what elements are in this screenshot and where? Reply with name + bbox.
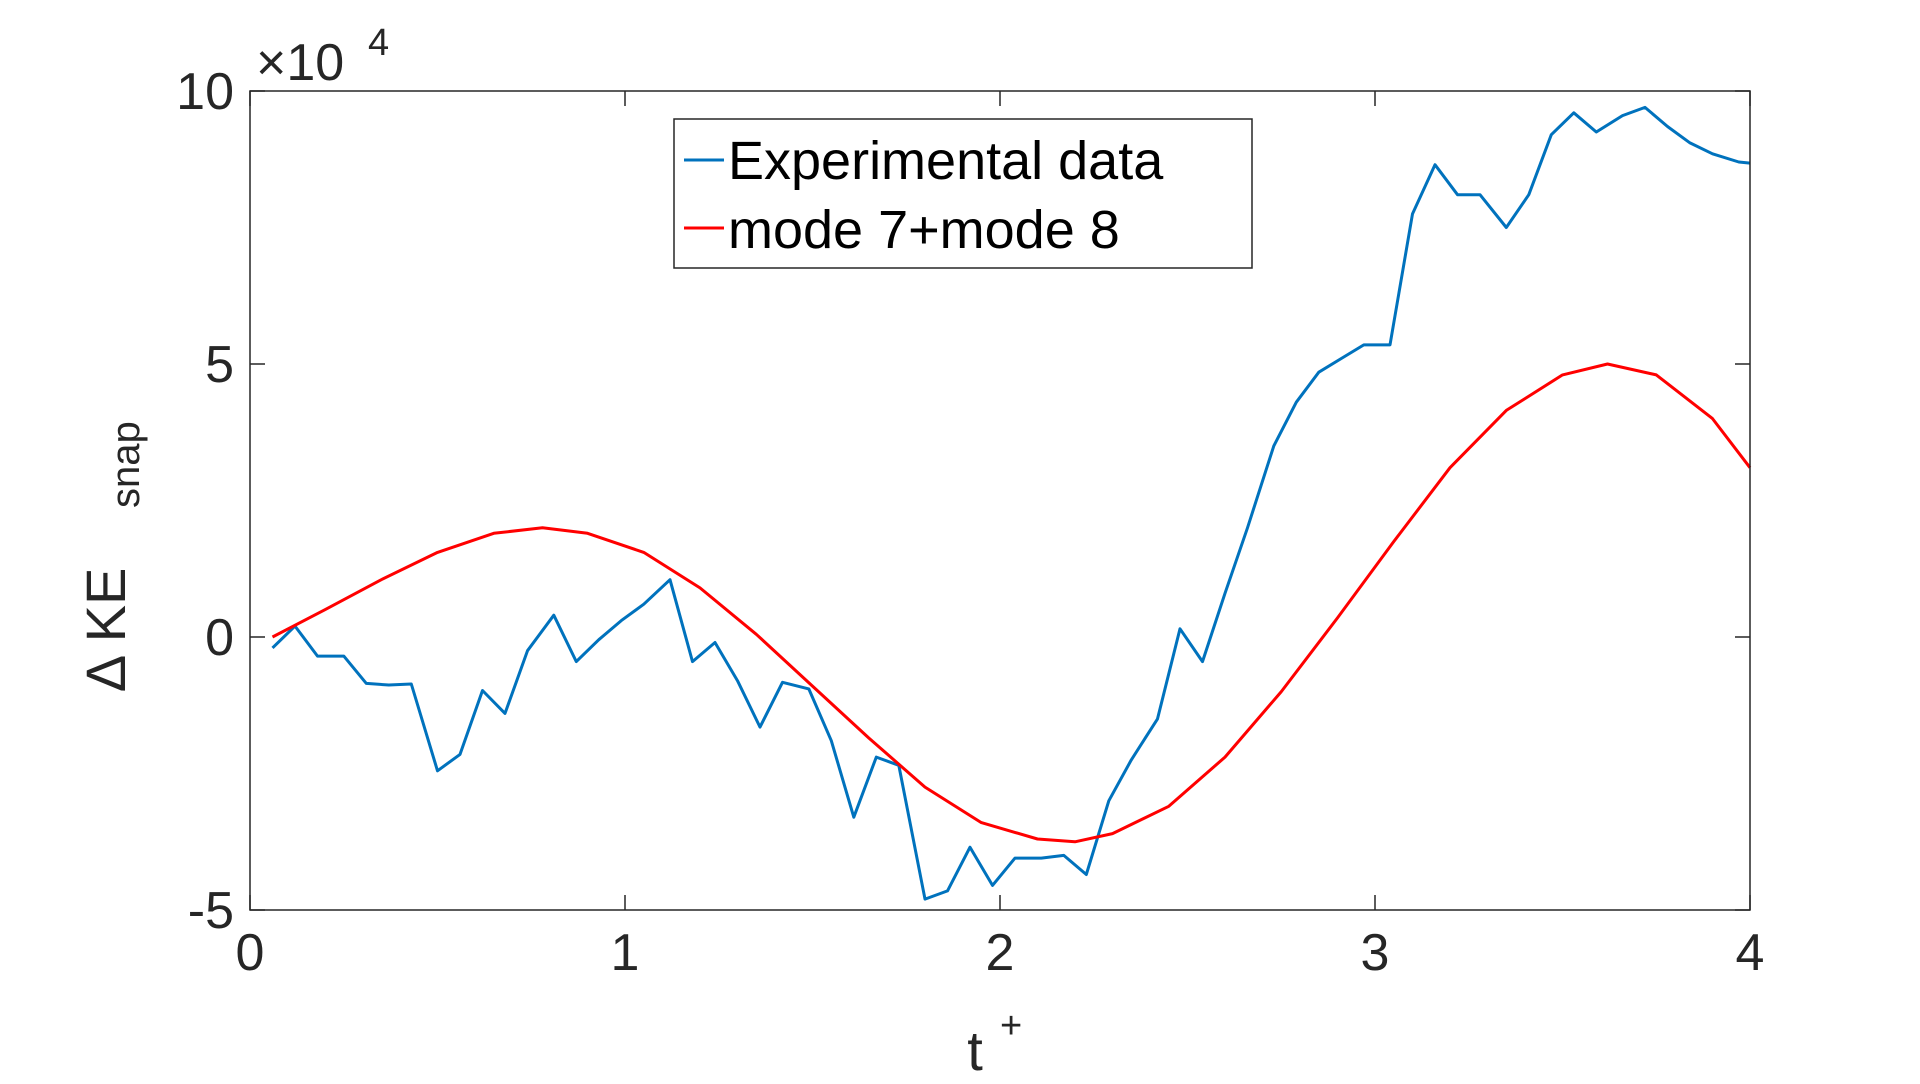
series-line-mode-7-mode-8: [271, 362, 1752, 844]
series-line-experimental-data: [271, 105, 1751, 901]
y-tick-label: -5: [188, 882, 234, 940]
x-tick-label: 2: [986, 924, 1015, 982]
x-axis-title: t +: [967, 1005, 1022, 1082]
x-tick-label: 0: [236, 924, 265, 982]
y-exponent-base: ×10: [256, 34, 344, 92]
x-tick-label: 4: [1736, 924, 1765, 982]
x-axis-title-sup: +: [1000, 1005, 1022, 1047]
x-tick-label: 1: [611, 924, 640, 982]
y-tick-label: 10: [176, 63, 234, 121]
y-axis-title-text: Δ KE: [74, 568, 137, 693]
y-tick-label: 0: [205, 609, 234, 667]
y-tick-label: 5: [205, 336, 234, 394]
legend: Experimental data mode 7+mode 8: [673, 118, 1253, 269]
legend-box: [673, 118, 1253, 269]
legend-label-experimental: Experimental data: [728, 131, 1164, 191]
y-axis-title: Δ KE snap: [74, 421, 148, 692]
x-tick-label: 3: [1361, 924, 1390, 982]
x-axis-title-text: t: [967, 1019, 983, 1082]
legend-label-mode: mode 7+mode 8: [728, 200, 1120, 260]
series-lines: [271, 105, 1752, 901]
y-exponent-power: 4: [368, 22, 389, 64]
y-axis-title-sub: snap: [104, 421, 148, 508]
